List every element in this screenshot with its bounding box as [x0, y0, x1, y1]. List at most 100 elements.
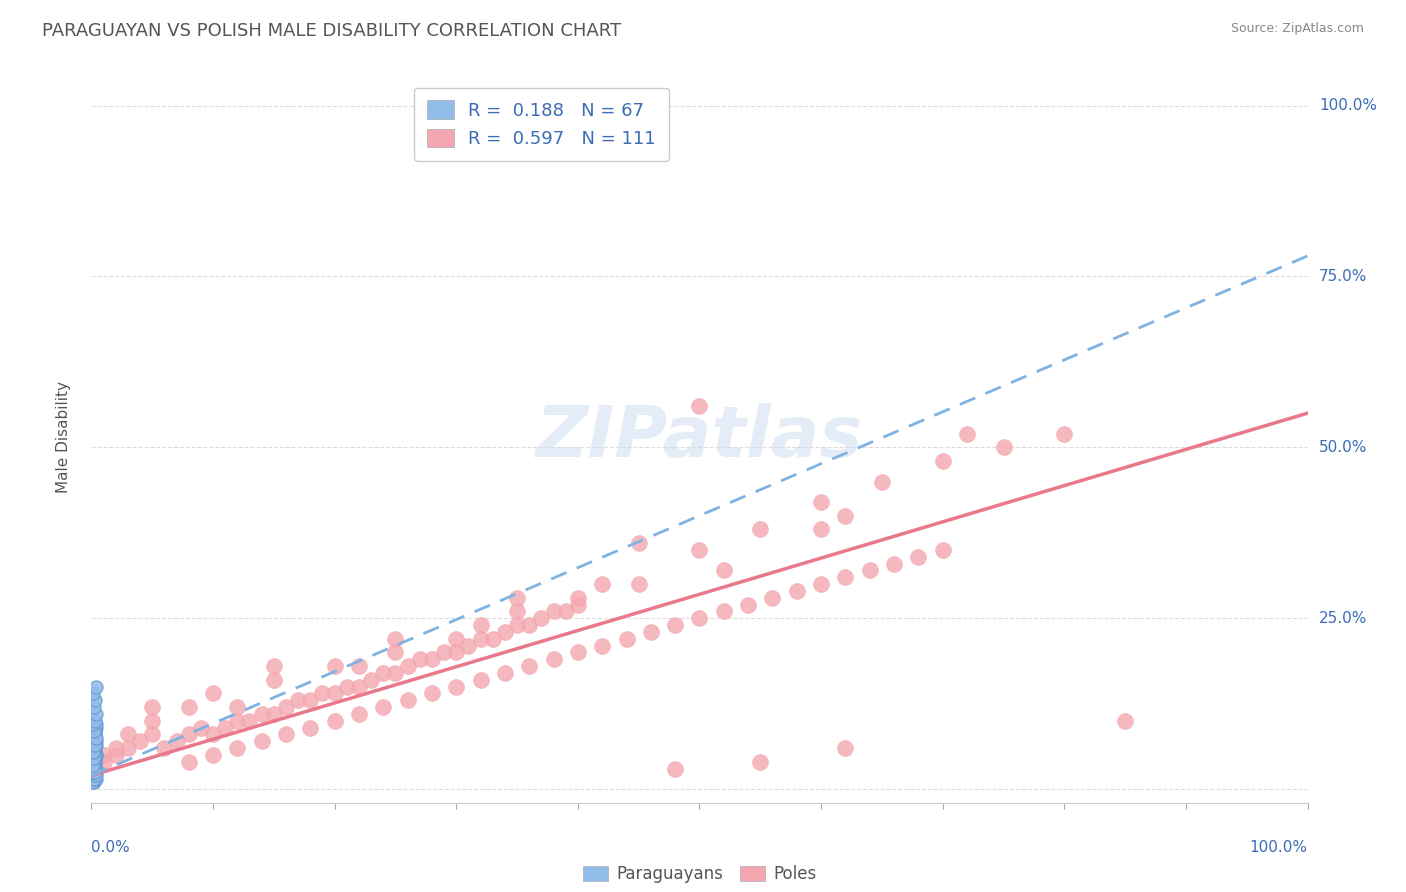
Point [517, 618, 540, 632]
Point [83, 734, 105, 748]
Point [141, 700, 163, 714]
Point [84, 731, 107, 745]
Point [93, 747, 115, 762]
Point [83, 700, 105, 714]
Point [82, 775, 104, 789]
Point [177, 755, 200, 769]
Point [870, 475, 893, 489]
Point [627, 536, 650, 550]
Point [664, 618, 686, 632]
Point [177, 727, 200, 741]
Point [84, 765, 107, 780]
Point [481, 632, 503, 646]
Text: 75.0%: 75.0% [1319, 268, 1367, 284]
Point [396, 693, 419, 707]
Point [530, 611, 553, 625]
Point [470, 673, 492, 687]
Point [323, 659, 346, 673]
Point [299, 721, 322, 735]
Point [84, 731, 107, 745]
Point [141, 714, 163, 728]
Point [616, 632, 638, 646]
Point [749, 522, 772, 536]
Point [567, 645, 589, 659]
Point [420, 686, 443, 700]
Point [263, 659, 285, 673]
Point [956, 426, 979, 441]
Point [336, 680, 359, 694]
Point [82, 758, 104, 772]
Point [83, 751, 105, 765]
Point [554, 604, 576, 618]
Point [84, 738, 107, 752]
Point [84, 765, 107, 780]
Point [84, 745, 107, 759]
Point [834, 508, 856, 523]
Point [749, 755, 772, 769]
Point [202, 727, 225, 741]
Point [84, 680, 107, 694]
Text: ZIPatlas: ZIPatlas [536, 402, 863, 472]
Point [82, 745, 104, 759]
Point [323, 714, 346, 728]
Point [274, 727, 297, 741]
Point [83, 741, 105, 756]
Point [226, 700, 249, 714]
Point [84, 717, 107, 731]
Point [263, 673, 285, 687]
Point [83, 747, 105, 762]
Point [931, 454, 953, 468]
Point [226, 741, 249, 756]
Point [688, 542, 710, 557]
Point [810, 577, 832, 591]
Point [84, 727, 107, 741]
Point [84, 717, 107, 731]
Point [591, 639, 613, 653]
Point [347, 680, 370, 694]
Point [82, 765, 104, 780]
Point [83, 772, 105, 786]
Point [859, 563, 882, 577]
Point [84, 755, 107, 769]
Point [83, 741, 105, 756]
Text: Source: ZipAtlas.com: Source: ZipAtlas.com [1230, 22, 1364, 36]
Point [82, 686, 104, 700]
Point [834, 570, 856, 584]
Point [238, 714, 260, 728]
Point [347, 659, 370, 673]
Text: 0.0%: 0.0% [91, 840, 131, 855]
Point [737, 598, 759, 612]
Point [883, 557, 905, 571]
Point [567, 591, 589, 605]
Point [177, 700, 200, 714]
Point [1053, 426, 1076, 441]
Point [311, 686, 333, 700]
Point [83, 741, 105, 756]
Point [84, 772, 107, 786]
Point [202, 686, 225, 700]
Point [82, 755, 104, 769]
Point [993, 440, 1015, 454]
Point [84, 747, 107, 762]
Point [250, 706, 273, 721]
Point [84, 747, 107, 762]
Point [713, 604, 735, 618]
Point [470, 632, 492, 646]
Point [84, 727, 107, 741]
Point [129, 734, 152, 748]
Point [83, 745, 105, 759]
Text: PARAGUAYAN VS POLISH MALE DISABILITY CORRELATION CHART: PARAGUAYAN VS POLISH MALE DISABILITY COR… [42, 22, 621, 40]
Point [384, 632, 406, 646]
Point [83, 755, 105, 769]
Point [786, 583, 808, 598]
Point [373, 665, 395, 680]
Point [84, 741, 107, 756]
Point [506, 618, 529, 632]
Point [83, 768, 105, 782]
Point [470, 618, 492, 632]
Point [384, 645, 406, 659]
Point [84, 693, 107, 707]
Point [664, 762, 686, 776]
Point [84, 762, 107, 776]
Point [84, 758, 107, 772]
